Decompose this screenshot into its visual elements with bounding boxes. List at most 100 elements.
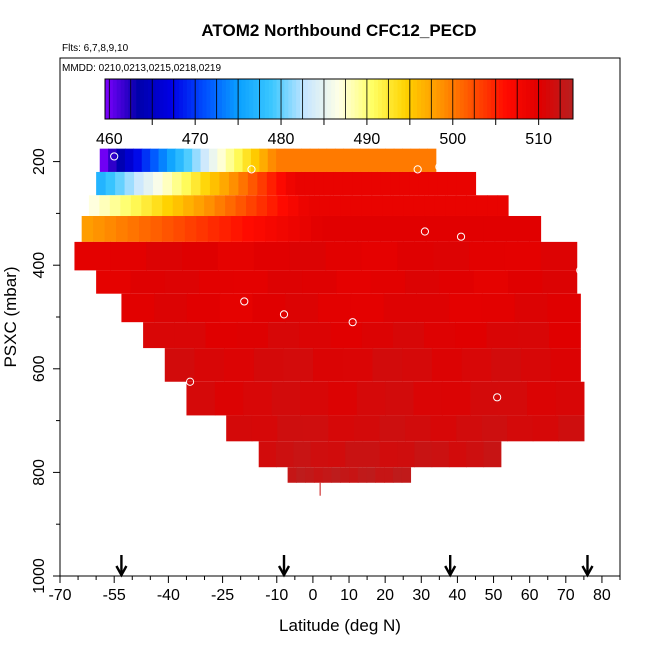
heatmap-cell bbox=[295, 171, 306, 196]
heatmap-cell bbox=[491, 348, 522, 382]
heatmap-cell bbox=[289, 241, 327, 271]
heatmap-cell bbox=[285, 171, 296, 196]
heatmap-cell bbox=[116, 148, 126, 172]
heatmap-cell bbox=[99, 148, 109, 172]
colorbar-segment bbox=[222, 79, 227, 119]
data-point bbox=[456, 232, 466, 241]
heatmap-cell bbox=[466, 195, 478, 216]
x-tick-label: 10 bbox=[340, 587, 358, 604]
heatmap-cell bbox=[256, 195, 268, 216]
colorbar-segment bbox=[237, 79, 242, 119]
y-tick-label: 200 bbox=[31, 148, 48, 175]
colorbar-segment bbox=[549, 79, 554, 119]
colorbar-segment bbox=[389, 79, 395, 119]
data-point bbox=[493, 393, 502, 402]
heatmap-cell bbox=[250, 148, 260, 172]
heatmap-cell bbox=[276, 171, 287, 196]
heatmap-cell bbox=[214, 195, 226, 216]
heatmap-cell bbox=[226, 415, 253, 442]
colorbar-tick-label: 470 bbox=[182, 131, 209, 148]
colorbar-segment bbox=[448, 79, 453, 119]
heatmap-cell bbox=[340, 467, 350, 483]
colorbar-segment bbox=[225, 79, 231, 119]
heatmap-cell bbox=[183, 148, 193, 172]
heatmap-cell bbox=[162, 171, 173, 196]
heatmap-cell bbox=[351, 148, 361, 172]
colorbar-segment bbox=[288, 79, 293, 119]
x-tick-label: -70 bbox=[48, 587, 71, 604]
heatmap-cell bbox=[540, 241, 578, 271]
colorbar-segment bbox=[514, 79, 519, 119]
heatmap-cell bbox=[199, 270, 235, 294]
heatmap-cell bbox=[74, 241, 111, 271]
heatmap-cell bbox=[379, 215, 392, 242]
heatmap-cell bbox=[143, 171, 154, 196]
heatmap-cell bbox=[325, 241, 363, 271]
heatmap-cell bbox=[234, 148, 244, 172]
heatmap-cell bbox=[219, 293, 254, 323]
heatmap-cell bbox=[305, 467, 315, 483]
flights-label: Flts: 6,7,8,9,10 bbox=[62, 43, 129, 54]
heatmap-cell bbox=[460, 215, 473, 242]
heatmap-cell bbox=[299, 215, 312, 242]
heatmap-cell bbox=[507, 415, 534, 442]
colorbar-segment bbox=[136, 79, 141, 119]
x-tick-label: -10 bbox=[265, 587, 288, 604]
colorbar-frame bbox=[104, 78, 574, 120]
heatmap-cell bbox=[371, 195, 383, 216]
heatmap-cell bbox=[141, 148, 151, 172]
heatmap-cell bbox=[193, 195, 205, 216]
colorbar-segment bbox=[452, 79, 457, 119]
data-point bbox=[240, 297, 249, 306]
colorbar-segment bbox=[483, 79, 488, 119]
heatmap-cell bbox=[437, 215, 450, 242]
heatmap-cell bbox=[504, 241, 542, 271]
heatmap-cell bbox=[379, 415, 406, 442]
heatmap-cell bbox=[266, 171, 277, 196]
colorbar-segment bbox=[296, 79, 301, 119]
heatmap-cell bbox=[402, 148, 412, 172]
heatmap-cell bbox=[186, 381, 216, 416]
flight-arrow bbox=[444, 555, 457, 578]
heatmap-cell bbox=[431, 348, 463, 382]
colorbar-segment bbox=[233, 79, 239, 119]
heatmap-cell bbox=[368, 215, 381, 242]
colorbar-segment bbox=[467, 79, 473, 119]
heatmap-cell bbox=[392, 467, 403, 483]
heatmap-cell bbox=[520, 348, 552, 382]
heatmap-cell bbox=[133, 148, 143, 172]
colorbar-segment bbox=[545, 79, 551, 119]
colorbar-segment bbox=[206, 79, 211, 119]
heatmap-cell bbox=[328, 381, 358, 416]
heatmap-cell bbox=[225, 195, 237, 216]
heatmap-cell bbox=[362, 441, 381, 468]
heatmap-cell bbox=[376, 148, 386, 172]
colorbar-segment bbox=[179, 79, 184, 119]
heatmap-cell bbox=[192, 148, 202, 172]
colorbar-segment bbox=[249, 79, 254, 119]
colorbar-segment bbox=[495, 79, 500, 119]
heatmap-cell bbox=[414, 441, 433, 468]
x-tick-label: 30 bbox=[412, 587, 430, 604]
heatmap-cell bbox=[194, 348, 225, 382]
heatmap-cell bbox=[130, 270, 166, 294]
colorbar-segment bbox=[487, 79, 492, 119]
heatmap-cell bbox=[418, 148, 428, 172]
x-tick-label: -25 bbox=[211, 587, 234, 604]
heatmap-cell bbox=[431, 441, 450, 468]
heatmap-cell bbox=[461, 348, 492, 382]
heatmap-cell bbox=[481, 415, 508, 442]
heatmap-cell bbox=[357, 467, 368, 483]
heatmap-cell bbox=[382, 195, 394, 216]
colorbar-segment bbox=[401, 79, 406, 119]
heatmap-cell bbox=[331, 467, 341, 483]
heatmap-cell bbox=[508, 270, 543, 294]
heatmap-cell bbox=[349, 467, 359, 483]
heatmap-cell bbox=[146, 241, 183, 271]
heatmap-cell bbox=[287, 195, 300, 216]
heatmap-cell bbox=[268, 322, 300, 349]
colorbar-segment bbox=[537, 79, 543, 119]
colorbar-segment bbox=[284, 79, 289, 119]
heatmap-cell bbox=[183, 195, 195, 216]
